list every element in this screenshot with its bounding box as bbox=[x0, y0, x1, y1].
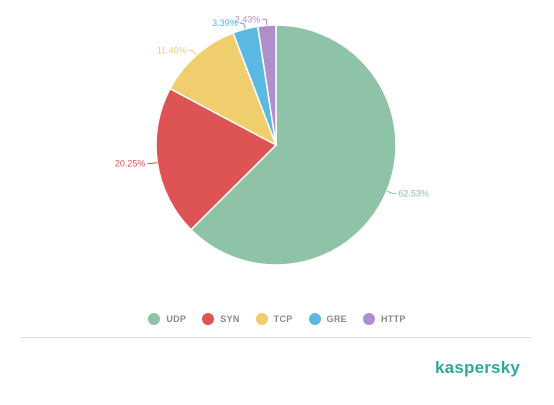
data-label-http: 2.43% bbox=[235, 14, 261, 24]
legend-item-tcp[interactable]: TCP bbox=[255, 313, 293, 325]
legend-swatch-tcp bbox=[255, 313, 268, 325]
divider bbox=[20, 337, 532, 338]
legend-label-udp: UDP bbox=[166, 314, 187, 324]
data-label-udp: 62.53% bbox=[398, 188, 429, 198]
label-connector-syn bbox=[147, 162, 158, 164]
chart-legend: UDP SYN TCP GRE HTTP bbox=[0, 313, 554, 325]
legend-label-syn: SYN bbox=[220, 314, 240, 324]
legend-swatch-udp bbox=[148, 313, 161, 325]
kaspersky-logo: kaspersky bbox=[435, 358, 520, 377]
legend-swatch-gre bbox=[308, 313, 321, 325]
legend-item-http[interactable]: HTTP bbox=[362, 313, 406, 325]
data-label-syn: 20.25% bbox=[115, 158, 146, 168]
label-connector-tcp bbox=[188, 50, 197, 56]
label-connector-udp bbox=[386, 190, 397, 194]
legend-label-gre: GRE bbox=[326, 314, 347, 324]
legend-item-udp[interactable]: UDP bbox=[148, 313, 186, 325]
label-connector-gre bbox=[239, 22, 246, 30]
legend-swatch-syn bbox=[202, 313, 215, 325]
label-connector-http bbox=[262, 18, 268, 26]
data-label-gre: 3.39% bbox=[212, 18, 238, 28]
pie-slice-udp[interactable] bbox=[189, 24, 397, 266]
legend-label-http: HTTP bbox=[380, 314, 406, 324]
pie-slice-syn[interactable] bbox=[155, 87, 278, 231]
legend-item-gre[interactable]: GRE bbox=[308, 313, 347, 325]
legend-item-syn[interactable]: SYN bbox=[202, 313, 239, 325]
legend-swatch-http bbox=[362, 313, 375, 325]
legend-label-tcp: TCP bbox=[273, 314, 293, 324]
data-label-tcp: 11.40% bbox=[157, 46, 187, 56]
pie-chart: 62.53% 20.25% 11.40% 3.39%2.43% bbox=[115, 14, 429, 266]
